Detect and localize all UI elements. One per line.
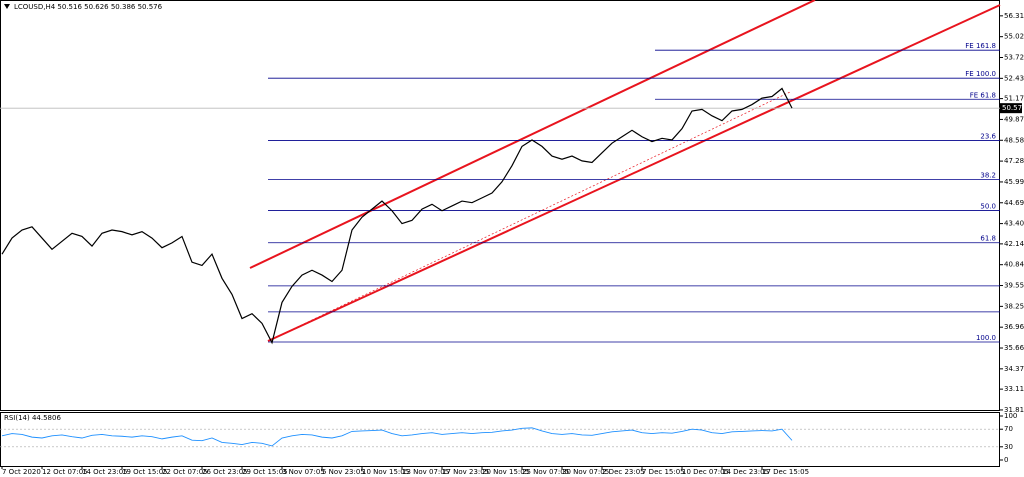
fib-label: FE 161.8 <box>965 42 996 50</box>
rsi-title: RSI(14) 44.5806 <box>4 414 61 422</box>
x-tick-label: 5 Nov 23:05 <box>322 468 365 476</box>
fib-label: 50.0 <box>980 203 996 211</box>
x-tick-label: 17 Nov 23:05 <box>442 468 489 476</box>
channel-line <box>249 0 816 269</box>
x-tick-label: 10 Dec 07:05 <box>682 468 729 476</box>
x-tick-label: 19 Oct 15:05 <box>122 468 168 476</box>
rsi-panel <box>0 412 1000 467</box>
y-tick-label: 43.400 <box>1004 220 1024 228</box>
x-tick-label: 12 Oct 07:05 <box>42 468 88 476</box>
fib-label: 23.6 <box>980 132 996 140</box>
y-tick-label: 34.370 <box>1004 365 1024 373</box>
y-tick-label: 44.695 <box>1004 199 1024 207</box>
y-tick-label: 56.315 <box>1004 12 1024 20</box>
current-price-box <box>1000 103 1022 114</box>
y-tick-label: 47.285 <box>1004 157 1024 165</box>
channel-midline <box>267 91 791 342</box>
x-tick-label: 14 Dec 23:05 <box>722 468 769 476</box>
fib-label: 100.0 <box>976 334 996 342</box>
y-tick-label: 36.960 <box>1004 323 1024 331</box>
x-tick-label: 20 Nov 15:05 <box>482 468 529 476</box>
y-tick-label: 40.845 <box>1004 261 1024 269</box>
fib-label: 38.2 <box>980 172 996 180</box>
price-line <box>1 87 793 345</box>
rsi-tick-label: 100 <box>1004 412 1017 420</box>
y-tick-label: 38.255 <box>1004 302 1024 310</box>
y-tick-label: 35.665 <box>1004 344 1024 352</box>
x-tick-label: 17 Dec 15:05 <box>762 468 809 476</box>
x-tick-label: 30 Nov 07:05 <box>562 468 609 476</box>
y-tick-label: 39.550 <box>1004 282 1024 290</box>
y-tick-label: 53.725 <box>1004 54 1024 62</box>
x-tick-label: 13 Nov 07:05 <box>402 468 449 476</box>
x-tick-label: 29 Oct 15:05 <box>242 468 288 476</box>
rsi-tick-label: 30 <box>1004 443 1013 451</box>
x-tick-label: 3 Nov 07:05 <box>282 468 325 476</box>
x-tick-label: 25 Nov 07:05 <box>522 468 569 476</box>
rsi-tick-label: 0 <box>1004 456 1008 464</box>
x-tick-label: 10 Nov 15:05 <box>362 468 409 476</box>
x-tick-label: 26 Oct 23:05 <box>202 468 248 476</box>
chart-title: LCOUSD,H4 50.516 50.626 50.386 50.576 <box>14 3 163 11</box>
x-tick-label: 2 Dec 23:05 <box>602 468 645 476</box>
fib-label: 61.8 <box>980 235 996 243</box>
x-tick-label: 7 Dec 15:05 <box>642 468 685 476</box>
y-tick-label: 49.875 <box>1004 115 1024 123</box>
y-tick-label: 33.110 <box>1004 385 1024 393</box>
fib-label: FE 61.8 <box>970 91 996 99</box>
y-tick-label: 48.580 <box>1004 136 1024 144</box>
x-tick-label: 7 Oct 2020 <box>2 468 41 476</box>
channel-line <box>267 4 1001 342</box>
rsi-tick-label: 70 <box>1004 425 1013 433</box>
fib-label: FE 100.0 <box>965 70 996 78</box>
y-tick-label: 31.815 <box>1004 406 1024 414</box>
y-tick-label: 42.140 <box>1004 240 1024 248</box>
rsi-line <box>1 427 793 447</box>
y-tick-label: 45.990 <box>1004 178 1024 186</box>
title-arrow <box>4 4 10 9</box>
y-tick-label: 55.020 <box>1004 33 1024 41</box>
y-tick-label: 52.430 <box>1004 74 1024 82</box>
current-price-label: 50.576 <box>1002 104 1024 112</box>
x-tick-label: 22 Oct 07:05 <box>162 468 208 476</box>
y-tick-label: 51.170 <box>1004 95 1024 103</box>
x-tick-label: 14 Oct 23:05 <box>82 468 128 476</box>
main-panel <box>0 0 1000 411</box>
